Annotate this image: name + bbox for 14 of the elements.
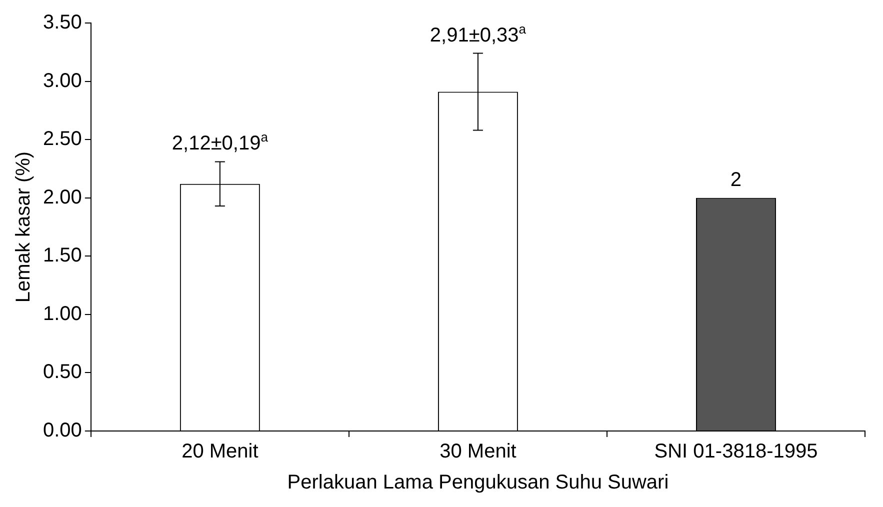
y-tick-label: 0.00 [42,420,82,442]
data-label: 2 [730,168,742,191]
x-tick-label: 20 Menit [182,440,259,463]
y-axis-title: Lemak kasar (%) [12,151,35,303]
x-tick-label: SNI 01-3818-1995 [654,440,818,463]
y-tick-label: 0.50 [42,361,82,384]
y-tick-label: 2.50 [42,128,82,150]
x-tick-label: 30 Menit [440,440,517,463]
y-tick-label: 3.00 [42,70,82,92]
y-tick-label: 1.50 [42,244,82,267]
y-tick-label: 3.50 [42,12,82,34]
y-tick-label: 2.00 [42,186,82,208]
x-axis-title: Perlakuan Lama Pengukusan Suhu Suwari [287,472,669,494]
y-tick-label: 1.00 [42,302,82,325]
